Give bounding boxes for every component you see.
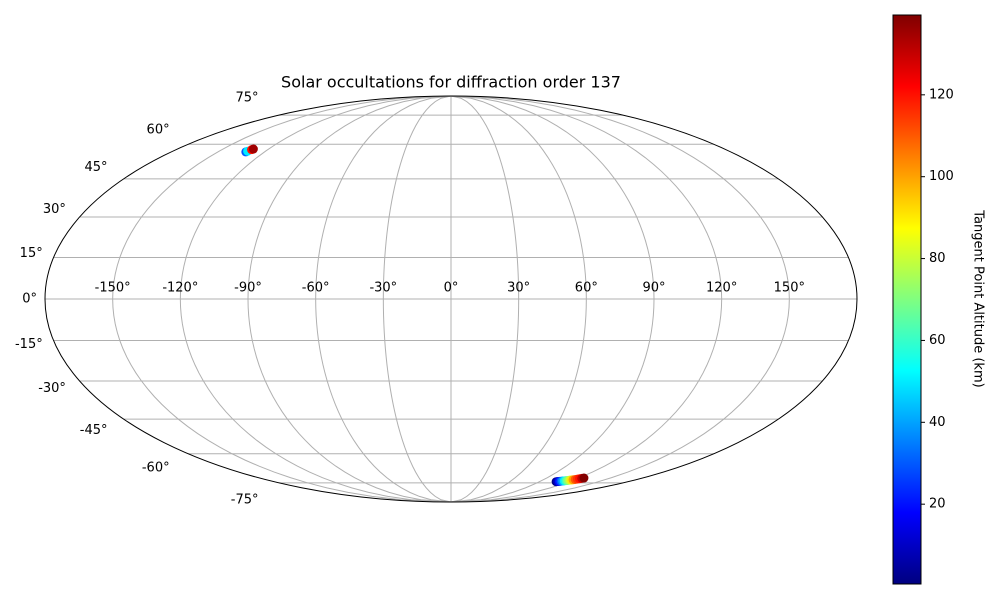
colorbar-tick-label: 60 bbox=[929, 333, 946, 348]
grid-line bbox=[450, 95, 520, 503]
x-tick-label: 120° bbox=[706, 281, 737, 296]
colorbar bbox=[892, 14, 922, 585]
colorbar-label: Tangent Point Altitude (km) bbox=[971, 209, 986, 387]
x-tick-label: 0° bbox=[444, 281, 459, 296]
x-tick-label: -60° bbox=[302, 281, 330, 296]
y-tick-label: 15° bbox=[20, 246, 43, 261]
chart-title: Solar occultations for diffraction order… bbox=[281, 73, 621, 92]
y-tick-label: -30° bbox=[38, 381, 66, 396]
y-tick-label: 30° bbox=[43, 202, 66, 217]
y-tick-label: -45° bbox=[80, 423, 108, 438]
colorbar-tick-label: 20 bbox=[929, 497, 946, 512]
colorbar-tick-label: 40 bbox=[929, 415, 946, 430]
x-tick-label: -120° bbox=[162, 281, 198, 296]
x-tick-label: 30° bbox=[507, 281, 530, 296]
grid-line bbox=[315, 95, 452, 503]
grid-line bbox=[179, 95, 452, 503]
y-tick-label: 0° bbox=[22, 292, 37, 307]
point bbox=[248, 144, 258, 154]
colorbar-tick-label: 100 bbox=[929, 169, 954, 184]
grid-line bbox=[247, 95, 452, 503]
x-tick-label: 150° bbox=[774, 281, 805, 296]
map-outline bbox=[44, 95, 858, 503]
y-tick-label: 60° bbox=[147, 122, 170, 137]
grid-line bbox=[450, 95, 587, 503]
x-tick-label: 60° bbox=[575, 281, 598, 296]
grid-line bbox=[450, 95, 655, 503]
colorbar-tick-label: 80 bbox=[929, 251, 946, 266]
grid-line bbox=[112, 95, 452, 503]
y-tick-label: -15° bbox=[15, 337, 43, 352]
y-tick-label: 45° bbox=[84, 160, 107, 175]
point bbox=[579, 473, 589, 483]
x-tick-label: 90° bbox=[642, 281, 665, 296]
colorbar-tick-label: 120 bbox=[929, 87, 954, 102]
y-tick-label: -75° bbox=[231, 493, 259, 508]
grid-line bbox=[450, 95, 723, 503]
y-tick-label: 75° bbox=[235, 90, 258, 105]
grid-line bbox=[450, 95, 790, 503]
x-tick-label: -30° bbox=[369, 281, 397, 296]
x-tick-label: -150° bbox=[95, 281, 131, 296]
y-tick-label: -60° bbox=[142, 461, 170, 476]
x-tick-label: -90° bbox=[234, 281, 262, 296]
grid-line bbox=[382, 95, 452, 503]
